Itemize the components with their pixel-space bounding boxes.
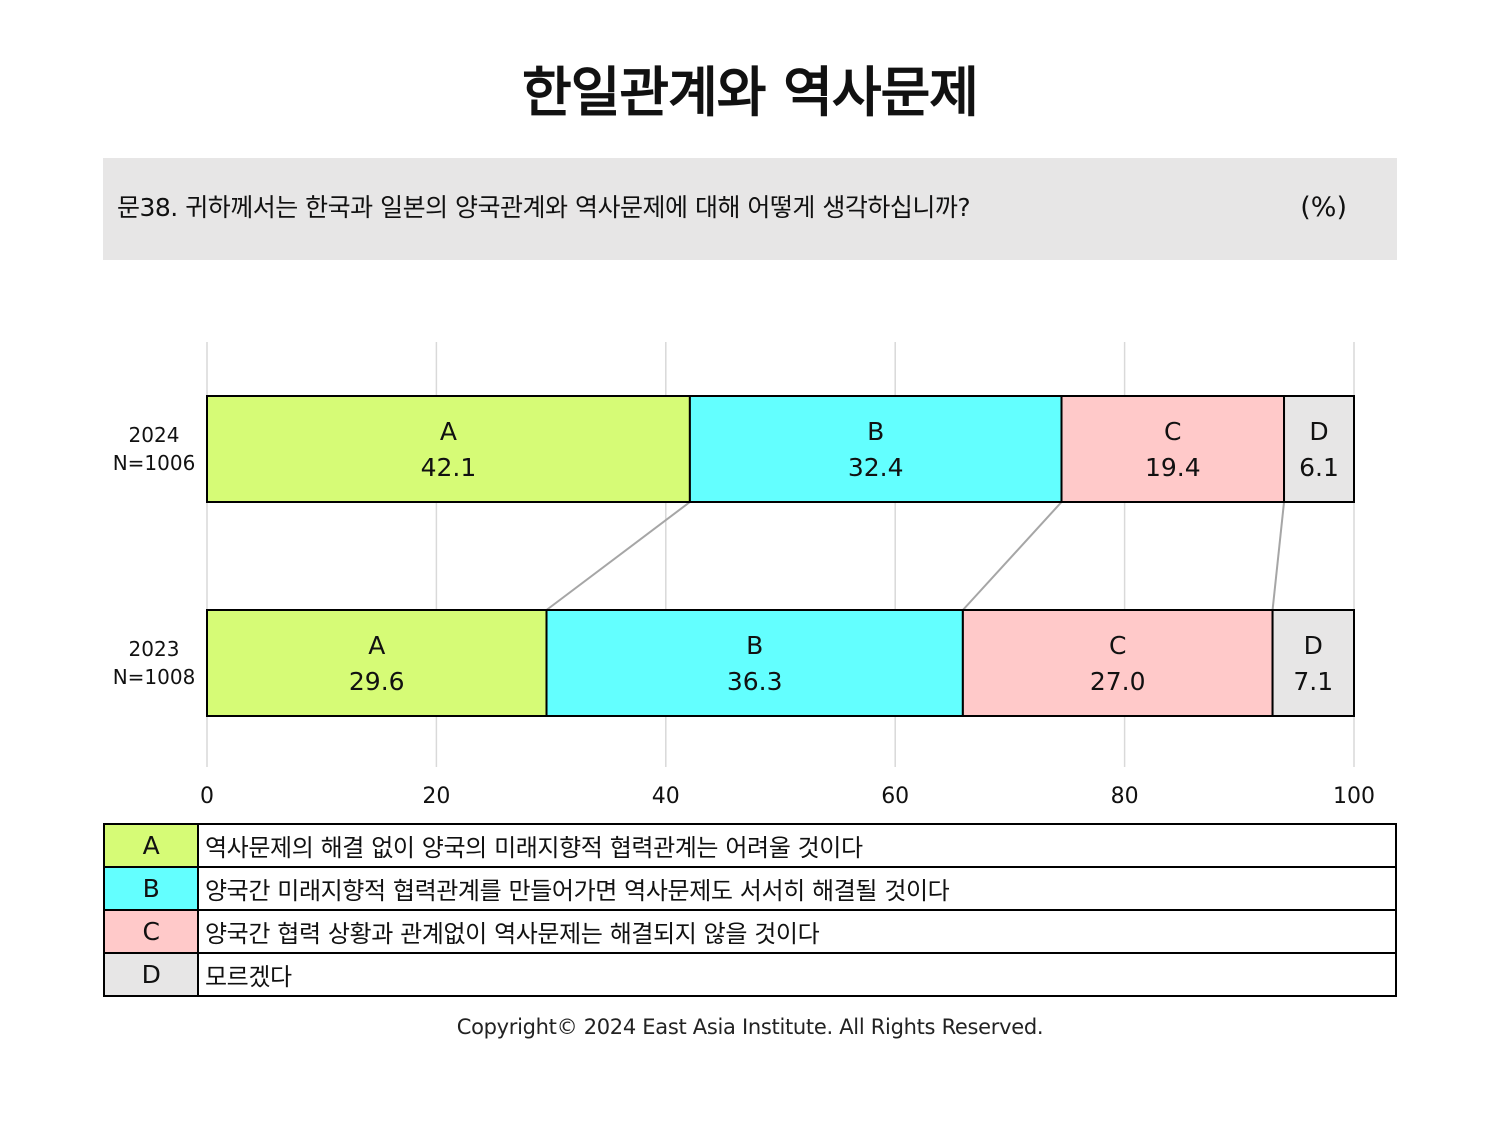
copyright-text: Copyright© 2024 East Asia Institute. All…	[456, 1015, 1044, 1039]
unit-label: (%)	[1300, 192, 1347, 223]
legend-row-d: D 모르겠다	[103, 952, 1397, 997]
legend-text-a: 역사문제의 해결 없이 양국의 미래지향적 협력관계는 어려울 것이다	[197, 823, 1397, 868]
legend-key-c: C	[103, 909, 199, 954]
bar-2023-c	[961, 609, 1274, 717]
stacked-bar-chart: 0 20 40 60 80 100 A 42.1 B 32.4 C 19.4 D 6.1 2024 N=100…	[113, 342, 1375, 809]
legend-text-c: 양국간 협력 상황과 관계없이 역사문제는 해결되지 않을 것이다	[197, 909, 1397, 954]
legend-key-b: B	[103, 866, 199, 911]
bar-value-label-2023-c: 27.0	[1090, 667, 1146, 696]
bar-value-label-2023-b: 36.3	[727, 667, 783, 696]
bar-value-label-2024-d: 6.1	[1299, 453, 1339, 482]
bar-series-label-2024-a: A	[440, 417, 457, 446]
bar-value-label-2024-a: 42.1	[421, 453, 477, 482]
x-tick-label-60: 60	[881, 784, 909, 809]
legend-row-b: B 양국간 미래지향적 협력관계를 만들어가면 역사문제도 서서히 해결될 것이…	[103, 866, 1397, 911]
bar-series-label-2024-c: C	[1164, 417, 1181, 446]
connector-line-a	[545, 501, 691, 611]
legend-key-d: D	[103, 952, 199, 997]
x-tick-label-80: 80	[1111, 784, 1139, 809]
bar-series-label-2024-d: D	[1309, 417, 1328, 446]
bar-2023-a	[206, 609, 548, 717]
bar-series-label-2023-a: A	[368, 631, 385, 660]
bar-value-label-2024-b: 32.4	[848, 453, 904, 482]
legend-key-a: A	[103, 823, 199, 868]
row-n-label-2024: N=1006	[113, 451, 196, 475]
question-box: 문38. 귀하께서는 한국과 일본의 양국관계와 역사문제에 대해 어떻게 생각…	[103, 158, 1397, 260]
x-tick-label-100: 100	[1333, 784, 1375, 809]
legend-row-a: A 역사문제의 해결 없이 양국의 미래지향적 협력관계는 어려울 것이다	[103, 823, 1397, 868]
legend-text-b: 양국간 미래지향적 협력관계를 만들어가면 역사문제도 서서히 해결될 것이다	[197, 866, 1397, 911]
bar-series-label-2023-c: C	[1109, 631, 1126, 660]
bar-2023-b	[545, 609, 964, 717]
bar-series-label-2024-b: B	[867, 417, 884, 446]
bar-value-label-2023-a: 29.6	[349, 667, 405, 696]
legend-table: A 역사문제의 해결 없이 양국의 미래지향적 협력관계는 어려울 것이다 B …	[103, 823, 1397, 997]
bar-2024-d	[1283, 395, 1355, 503]
chart-title: 한일관계와 역사문제	[522, 61, 979, 124]
row-label-2023: 2023	[129, 637, 180, 661]
x-tick-label-20: 20	[422, 784, 450, 809]
bar-2024-b	[688, 395, 1063, 503]
question-text: 문38. 귀하께서는 한국과 일본의 양국관계와 역사문제에 대해 어떻게 생각…	[117, 193, 971, 222]
connector-line-c	[1271, 501, 1286, 611]
bar-value-label-2024-c: 19.4	[1145, 453, 1201, 482]
bar-2024-a	[206, 395, 691, 503]
x-tick-label-0: 0	[200, 784, 214, 809]
row-n-label-2023: N=1008	[113, 665, 196, 689]
legend-text-d: 모르겠다	[197, 952, 1397, 997]
connector-line-b	[962, 501, 1063, 611]
bar-2024-c	[1060, 395, 1286, 503]
bar-series-label-2023-b: B	[746, 631, 763, 660]
legend-row-c: C 양국간 협력 상황과 관계없이 역사문제는 해결되지 않을 것이다	[103, 909, 1397, 954]
bar-value-label-2023-d: 7.1	[1293, 667, 1333, 696]
row-label-2024: 2024	[129, 423, 180, 447]
bar-series-label-2023-d: D	[1304, 631, 1323, 660]
bar-2023-d	[1271, 609, 1355, 717]
x-tick-label-40: 40	[652, 784, 680, 809]
